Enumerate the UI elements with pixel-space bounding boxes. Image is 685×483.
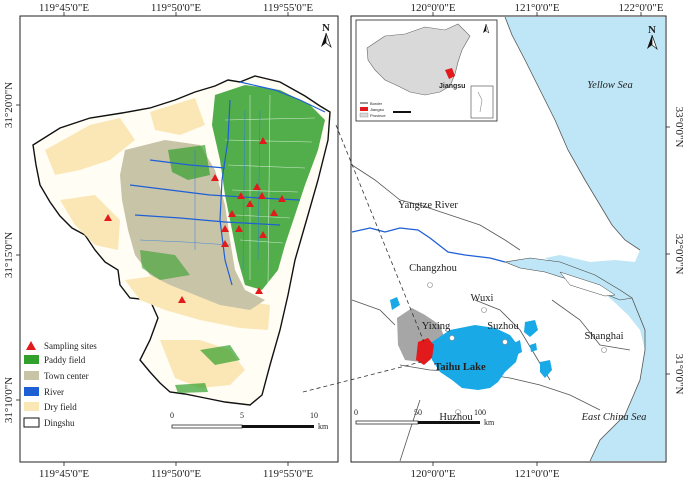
left-lat-tick-1: 31°20'0"N — [3, 82, 15, 128]
svg-text:N: N — [322, 22, 330, 34]
svg-text:km: km — [318, 422, 329, 431]
river-network — [129, 81, 326, 286]
legend-swatch-river — [24, 387, 39, 396]
left-legend: Sampling sites Paddy field Town center R… — [23, 341, 97, 428]
svg-text:5: 5 — [240, 411, 244, 420]
province-boundaries — [351, 16, 646, 462]
inset-north-arrow — [483, 23, 490, 34]
sampling-site — [211, 174, 219, 181]
legend-label-river: River — [44, 387, 64, 397]
sampling-site — [253, 183, 261, 190]
left-lat-tick-3: 31°10'0"N — [3, 377, 15, 423]
svg-text:km: km — [484, 418, 495, 427]
small-lakes — [390, 297, 552, 378]
left-lat-tick-2: 31°15'0"N — [3, 232, 15, 278]
sampling-site — [235, 225, 243, 232]
legend-label-town: Town center — [44, 371, 89, 381]
sampling-site — [228, 210, 236, 217]
taihu-lake — [432, 325, 520, 390]
sampling-site — [178, 296, 186, 303]
svg-text:0: 0 — [170, 411, 174, 420]
huzhou-marker — [455, 409, 461, 415]
wuxi-marker — [481, 307, 487, 313]
sampling-site — [246, 200, 254, 207]
right-top-tick-3: 122°0'0"E — [618, 2, 663, 14]
yixing-marker — [449, 335, 455, 341]
svg-text:50: 50 — [414, 408, 422, 417]
svg-text:100: 100 — [474, 408, 486, 417]
changzhou-label: Changzhou — [409, 263, 458, 274]
legend-label-dingshu: Dingshu — [44, 418, 75, 428]
jiangsu-highlight — [445, 68, 455, 79]
sampling-sites — [104, 137, 286, 303]
yixing-label: Yixing — [422, 321, 451, 332]
legend-swatch-paddy — [24, 355, 39, 364]
taihu-label: Taihu Lake — [434, 362, 486, 373]
right-scale-bar: 0 50 100 km — [354, 408, 495, 427]
right-top-tick-1: 120°0'0"E — [410, 2, 455, 14]
sampling-site — [258, 192, 266, 199]
svg-text:N: N — [648, 24, 656, 36]
left-top-tick-1: 119°45'0"E — [39, 2, 89, 14]
china-inset: Jiangsu Border Jiangsu Province — [355, 19, 498, 122]
sampling-site — [104, 214, 112, 221]
city-markers — [427, 282, 607, 415]
left-scale-bar: 0 5 10 km — [170, 411, 329, 431]
left-top-tick-3: 119°55'0"E — [263, 2, 313, 14]
sampling-site — [221, 225, 229, 232]
inset-legend-border: Border — [370, 101, 383, 106]
legend-swatch-sampling — [26, 341, 36, 350]
sampling-site — [278, 195, 286, 202]
huzhou-label: Huzhou — [439, 412, 473, 423]
right-bottom-tick-2: 121°0'0"E — [514, 468, 559, 480]
right-top-tick-2: 121°0'0"E — [514, 2, 559, 14]
legend-label-sampling: Sampling sites — [44, 341, 97, 351]
left-bottom-tick-2: 119°50'0"E — [151, 468, 201, 480]
right-bottom-tick-1: 120°0'0"E — [410, 468, 455, 480]
legend-swatch-dry — [24, 402, 39, 411]
left-top-tick-2: 119°50'0"E — [151, 2, 201, 14]
changzhou-marker — [427, 282, 433, 288]
sampling-site — [255, 287, 263, 294]
connector-lines — [302, 124, 425, 393]
wuxi-label: Wuxi — [471, 293, 494, 304]
inset-legend-province: Province — [370, 113, 386, 118]
right-lat-tick-3: 31°0'0"N — [673, 354, 685, 395]
svg-text:0: 0 — [354, 408, 358, 417]
sampling-site — [259, 231, 267, 238]
sampling-site — [270, 209, 278, 216]
inset-legend-jiangsu: Jiangsu — [370, 107, 384, 112]
sampling-site — [259, 137, 267, 144]
sea-area — [505, 17, 665, 461]
legend-label-paddy: Paddy field — [44, 355, 86, 365]
sampling-site — [221, 240, 229, 247]
right-lat-tick-2: 32°0'0"N — [673, 234, 685, 275]
east-china-sea-label: East China Sea — [581, 412, 647, 423]
yellow-sea-label: Yellow Sea — [587, 80, 632, 91]
suzhou-marker — [502, 339, 508, 345]
shanghai-marker — [601, 347, 607, 353]
suzhou-label: Suzhou — [487, 321, 519, 332]
inset-jiangsu-label: Jiangsu — [439, 83, 465, 90]
yangtze-label: Yangtze River — [398, 200, 458, 211]
dingshu-location — [416, 338, 434, 365]
left-north-arrow: N — [321, 22, 332, 49]
left-bottom-tick-3: 119°55'0"E — [263, 468, 313, 480]
svg-text:10: 10 — [310, 411, 318, 420]
right-north-arrow: N — [647, 24, 658, 51]
left-bottom-tick-1: 119°45'0"E — [39, 468, 89, 480]
yangtze-river — [351, 227, 506, 263]
legend-swatch-town — [24, 371, 39, 380]
sampling-site — [237, 192, 245, 199]
right-lat-tick-1: 33°0'0"N — [673, 107, 685, 148]
paddy-field-area — [140, 85, 325, 393]
legend-label-dry: Dry field — [44, 402, 77, 412]
legend-swatch-dingshu — [23, 417, 40, 428]
shanghai-label: Shanghai — [584, 331, 623, 342]
